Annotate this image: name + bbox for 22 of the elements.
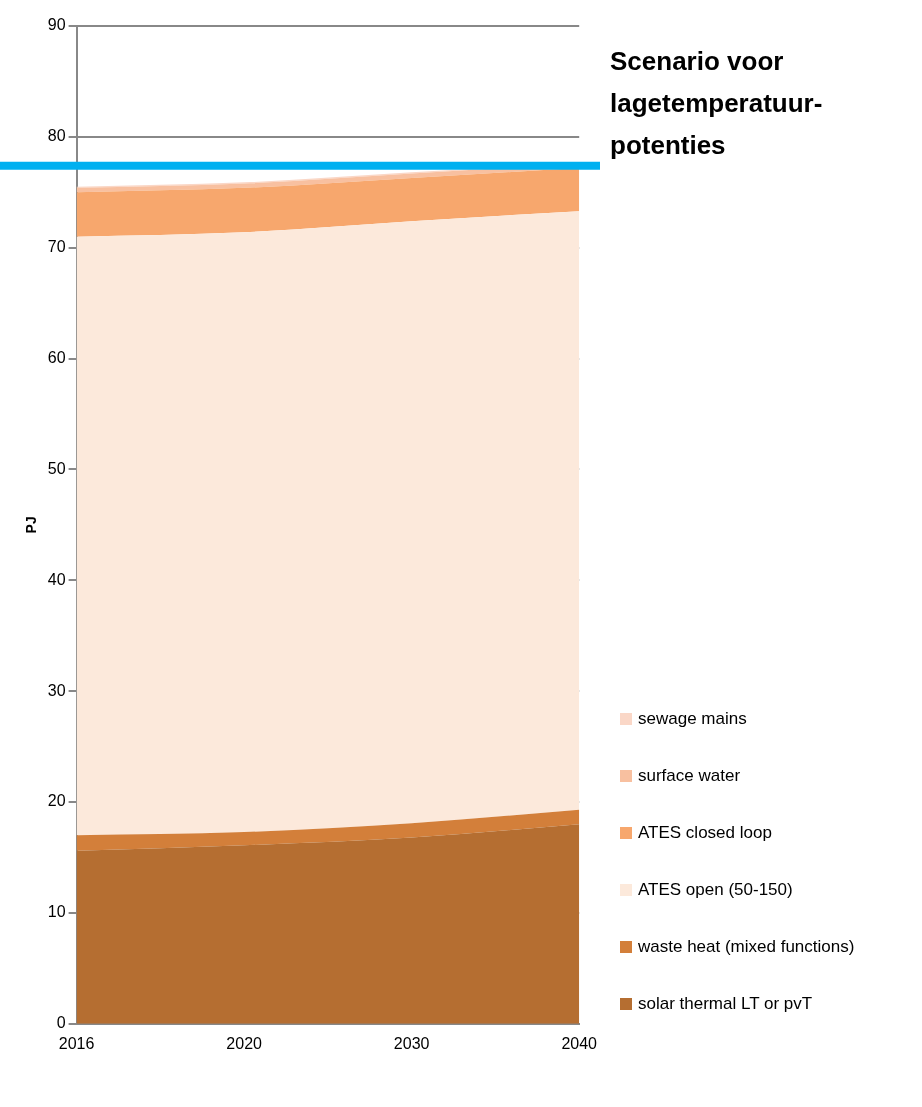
legend-label: ATES closed loop [638,822,772,843]
y-tick-label: 30 [47,681,66,699]
legend-label: ATES open (50-150) [638,879,793,900]
y-tick-label: 70 [47,238,66,256]
text: Scenario voor lagetemperatuur-potenties [610,45,824,162]
y-axis-title: PJ [23,516,40,534]
y-tick-label: 20 [47,792,66,810]
y-tick-label: 10 [47,903,66,921]
y-tick-label: 90 [47,16,66,34]
legend-label: surface water [638,765,741,786]
x-tick-label: 2016 [58,1034,95,1052]
legend-label: waste heat (mixed functions) [638,936,855,957]
legend-label: sewage mains [638,708,747,729]
x-tick-label: 2020 [226,1034,263,1052]
y-tick-label: 40 [47,570,66,588]
y-tick-label: 60 [47,349,66,367]
x-tick-label: 2030 [393,1034,430,1052]
legend-label: solar thermal LT or pvT [638,993,813,1014]
x-tick-label: 2040 [561,1034,598,1052]
y-tick-label: 80 [47,127,66,145]
y-tick-label: 50 [47,459,66,477]
y-tick-label: 0 [56,1014,66,1032]
